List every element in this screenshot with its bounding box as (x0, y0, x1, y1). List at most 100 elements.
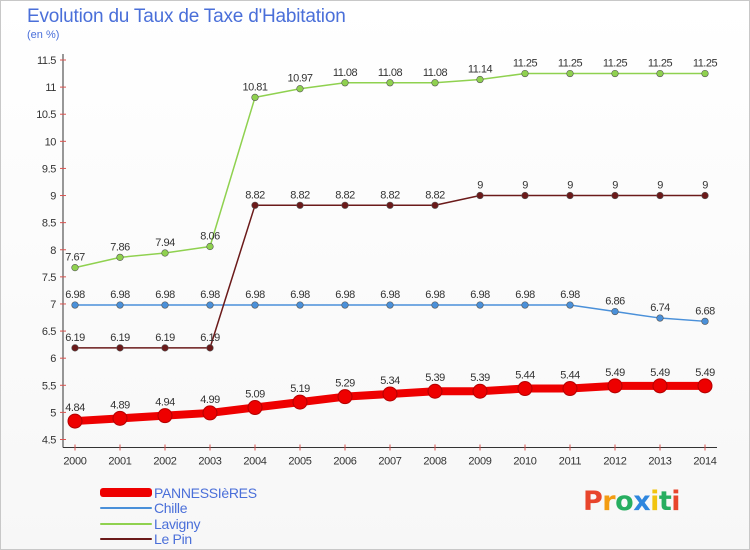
data-point-lavigny (71, 264, 79, 272)
data-label-lavigny: 11.08 (378, 67, 403, 79)
legend-swatch (100, 488, 152, 498)
data-point-pannessi-res (607, 378, 623, 394)
data-point-lavigny (566, 69, 574, 78)
data-label-pannessi-res: 5.49 (605, 367, 625, 379)
data-point-lavigny (341, 79, 349, 87)
data-point-lavigny (386, 79, 394, 87)
data-label-le-pin: 9 (612, 180, 618, 192)
legend-swatch (100, 522, 152, 525)
data-label-chille: 6.98 (245, 289, 265, 301)
data-point-lavigny (296, 85, 304, 93)
x-tick-label: 2008 (423, 456, 446, 468)
data-point-lavigny (206, 242, 214, 251)
data-point-chille (611, 307, 619, 316)
data-point-le-pin (71, 344, 79, 352)
data-point-pannessi-res (337, 389, 353, 405)
data-label-lavigny: 10.81 (242, 81, 267, 93)
legend-label: PANNESSIèRES (154, 484, 257, 501)
legend-item: Le Pin (100, 531, 257, 547)
data-point-pannessi-res (292, 394, 308, 410)
data-label-le-pin: 9 (657, 180, 663, 192)
x-tick-label: 2002 (153, 456, 176, 468)
data-point-pannessi-res (472, 383, 488, 399)
legend-item: Chille (100, 500, 257, 516)
data-label-chille: 6.74 (650, 302, 670, 314)
series-line-le-pin (74, 194, 706, 349)
data-label-lavigny: 10.97 (287, 73, 312, 85)
x-tick-label: 2011 (559, 456, 582, 468)
data-label-chille: 6.86 (605, 296, 625, 308)
data-point-le-pin (296, 201, 304, 209)
data-label-pannessi-res: 5.44 (515, 370, 535, 382)
x-tick-label: 2014 (693, 456, 716, 468)
proxiti-logo: Proxiti (583, 486, 681, 517)
data-label-le-pin: 8.82 (335, 189, 355, 201)
data-point-lavigny (521, 69, 529, 78)
data-point-le-pin (251, 201, 259, 209)
data-label-pannessi-res: 5.09 (245, 389, 265, 401)
y-tick-label: 9.5 (42, 163, 56, 175)
y-tick-label: 11.5 (37, 55, 56, 67)
x-tick-label: 2013 (648, 456, 671, 468)
data-point-pannessi-res (247, 400, 263, 416)
data-label-chille: 6.98 (380, 289, 400, 301)
data-label-lavigny: 11.25 (603, 58, 628, 70)
data-point-chille (521, 301, 529, 309)
y-tick-label: 10 (45, 136, 57, 148)
legend-item: PANNESSIèRES (100, 485, 257, 501)
data-label-lavigny: 8.06 (200, 230, 220, 242)
data-label-le-pin: 9 (702, 180, 708, 192)
y-tick-label: 9 (50, 191, 56, 203)
data-point-le-pin (656, 191, 664, 200)
x-tick-label: 2005 (288, 456, 311, 468)
data-label-pannessi-res: 5.44 (560, 370, 580, 382)
y-tick-label: 6 (50, 353, 56, 365)
data-label-pannessi-res: 4.94 (155, 397, 175, 409)
data-point-chille (476, 301, 484, 309)
data-point-chille (566, 301, 574, 309)
x-tick-label: 2004 (243, 456, 266, 468)
data-label-le-pin: 9 (567, 180, 573, 192)
data-point-pannessi-res (697, 378, 713, 394)
data-point-lavigny (161, 249, 169, 257)
data-point-lavigny (701, 69, 709, 78)
data-point-pannessi-res (202, 405, 218, 421)
data-label-lavigny: 11.25 (513, 58, 538, 70)
data-label-lavigny: 7.86 (110, 241, 130, 253)
data-point-chille (251, 301, 259, 309)
data-label-pannessi-res: 5.49 (650, 367, 670, 379)
x-tick-label: 2000 (63, 456, 86, 468)
data-point-le-pin (521, 191, 529, 200)
y-tick-label: 5 (50, 407, 56, 419)
y-tick-label: 6.5 (42, 326, 56, 338)
y-tick-label: 10.5 (36, 109, 56, 121)
data-point-lavigny (251, 93, 259, 102)
data-label-le-pin: 6.19 (65, 332, 85, 344)
data-label-lavigny: 7.94 (155, 237, 175, 249)
y-unit-label: (en %) (27, 29, 60, 41)
data-label-le-pin: 6.19 (110, 332, 130, 344)
data-label-chille: 6.98 (110, 289, 130, 301)
data-point-le-pin (476, 191, 484, 200)
data-label-le-pin: 8.82 (380, 189, 400, 201)
data-label-pannessi-res: 4.89 (110, 399, 130, 411)
data-point-chille (71, 301, 79, 309)
x-tick-label: 2001 (108, 456, 131, 468)
data-point-lavigny (476, 75, 484, 84)
data-point-lavigny (611, 69, 619, 78)
data-label-chille: 6.98 (515, 289, 535, 301)
data-point-le-pin (566, 191, 574, 200)
data-label-chille: 6.98 (290, 289, 310, 301)
data-label-le-pin: 6.19 (200, 332, 220, 344)
y-tick-label: 5.5 (42, 380, 56, 392)
y-tick-label: 11 (45, 82, 56, 94)
data-point-chille (341, 301, 349, 309)
logo-letter: i (671, 486, 681, 517)
data-label-le-pin: 6.19 (155, 332, 175, 344)
legend-item: Lavigny (100, 516, 257, 532)
data-point-le-pin (431, 201, 439, 209)
data-label-le-pin: 9 (477, 180, 483, 192)
data-point-chille (116, 301, 124, 309)
data-point-chille (206, 301, 214, 309)
